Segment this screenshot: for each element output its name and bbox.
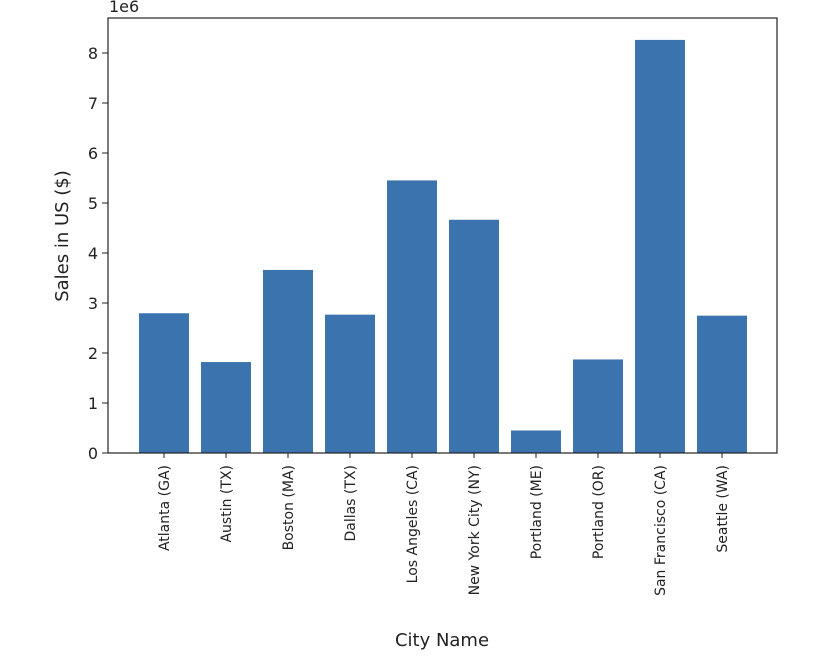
bar bbox=[697, 315, 747, 453]
y-tick-label: 6 bbox=[88, 144, 98, 163]
bar bbox=[201, 362, 251, 453]
x-tick-label: Atlanta (GA) bbox=[157, 465, 173, 551]
x-tick-label: Portland (OR) bbox=[591, 465, 607, 559]
y-tick-label: 3 bbox=[88, 294, 98, 313]
bar bbox=[573, 359, 623, 453]
bar bbox=[387, 180, 437, 453]
bar bbox=[635, 39, 685, 454]
x-tick-label: Portland (ME) bbox=[529, 465, 545, 559]
y-tick-label: 2 bbox=[88, 344, 98, 363]
bar bbox=[139, 313, 189, 453]
bar bbox=[449, 219, 499, 453]
x-tick-label: Seattle (WA) bbox=[715, 465, 731, 553]
x-tick-label: Boston (MA) bbox=[281, 465, 297, 550]
x-tick-label: Austin (TX) bbox=[219, 465, 235, 543]
bar bbox=[263, 269, 313, 453]
y-tick-label: 0 bbox=[88, 444, 98, 463]
bar bbox=[325, 314, 375, 453]
y-axis-label: Sales in US ($) bbox=[52, 170, 73, 302]
bars-group bbox=[139, 39, 747, 454]
plot-frame bbox=[107, 17, 778, 454]
x-axis: Atlanta (GA) Austin (TX) Boston (MA) Dallas… bbox=[157, 453, 731, 596]
x-tick-label: Dallas (TX) bbox=[343, 465, 359, 542]
x-tick-label: San Francisco (CA) bbox=[653, 465, 669, 596]
bar bbox=[511, 430, 561, 453]
y-tick-label: 8 bbox=[88, 44, 98, 63]
x-tick-label: Los Angeles (CA) bbox=[405, 465, 421, 583]
x-tick-label: New York City (NY) bbox=[467, 465, 483, 595]
y-axis: 0 1 2 3 4 5 6 7 8 bbox=[88, 44, 108, 463]
y-tick-label: 5 bbox=[88, 194, 98, 213]
y-tick-label: 4 bbox=[88, 244, 98, 263]
x-axis-label: City Name bbox=[395, 630, 489, 651]
y-multiplier-label: 1e6 bbox=[109, 0, 139, 16]
y-tick-label: 7 bbox=[88, 94, 98, 113]
y-tick-label: 1 bbox=[88, 394, 98, 413]
